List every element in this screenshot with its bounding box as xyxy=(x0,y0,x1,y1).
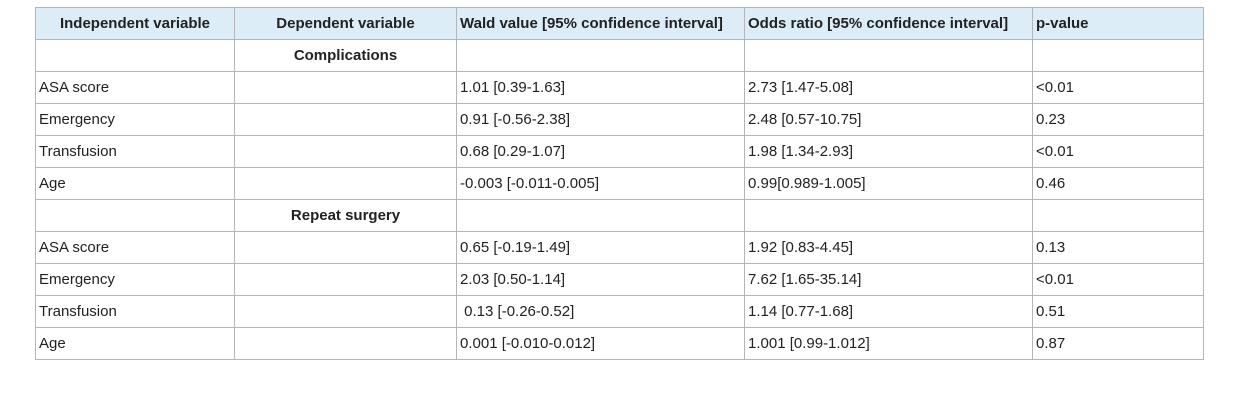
empty-cell xyxy=(234,135,457,168)
wald-cell: 0.68 [0.29-1.07] xyxy=(456,135,745,168)
header-odds-ratio: Odds ratio [95% confidence interval] xyxy=(744,7,1033,40)
empty-cell xyxy=(234,71,457,104)
wald-cell: 1.01 [0.39-1.63] xyxy=(456,71,745,104)
empty-cell xyxy=(234,231,457,264)
empty-cell xyxy=(234,295,457,328)
odds-cell: 1.92 [0.83-4.45] xyxy=(744,231,1033,264)
table-row: Age -0.003 [-0.011-0.005] 0.99[0.989-1.0… xyxy=(35,167,1204,200)
table-row: ASA score 1.01 [0.39-1.63] 2.73 [1.47-5.… xyxy=(35,71,1204,104)
wald-cell: 0.001 [-0.010-0.012] xyxy=(456,327,745,360)
odds-cell: 2.48 [0.57-10.75] xyxy=(744,103,1033,136)
independent-variable-cell: ASA score xyxy=(35,231,235,264)
empty-cell xyxy=(35,199,235,232)
empty-cell xyxy=(35,39,235,72)
table-row: Transfusion 0.13 [-0.26-0.52] 1.14 [0.77… xyxy=(35,295,1204,328)
group-row-complications: Complications xyxy=(35,39,1204,72)
independent-variable-cell: Emergency xyxy=(35,263,235,296)
header-p-value: p-value xyxy=(1032,7,1204,40)
table-row: Transfusion 0.68 [0.29-1.07] 1.98 [1.34-… xyxy=(35,135,1204,168)
independent-variable-cell: Transfusion xyxy=(35,295,235,328)
empty-cell xyxy=(234,263,457,296)
regression-table: Independent variable Dependent variable … xyxy=(35,7,1204,360)
p-value-cell: <0.01 xyxy=(1032,71,1204,104)
odds-cell: 1.001 [0.99-1.012] xyxy=(744,327,1033,360)
odds-cell: 1.14 [0.77-1.68] xyxy=(744,295,1033,328)
independent-variable-cell: Emergency xyxy=(35,103,235,136)
odds-cell: 7.62 [1.65-35.14] xyxy=(744,263,1033,296)
empty-cell xyxy=(744,39,1033,72)
wald-cell: -0.003 [-0.011-0.005] xyxy=(456,167,745,200)
odds-cell: 0.99[0.989-1.005] xyxy=(744,167,1033,200)
header-row: Independent variable Dependent variable … xyxy=(35,7,1204,40)
p-value-cell: 0.13 xyxy=(1032,231,1204,264)
empty-cell xyxy=(1032,199,1204,232)
wald-cell: 2.03 [0.50-1.14] xyxy=(456,263,745,296)
p-value-cell: <0.01 xyxy=(1032,263,1204,296)
empty-cell xyxy=(456,39,745,72)
odds-cell: 1.98 [1.34-2.93] xyxy=(744,135,1033,168)
empty-cell xyxy=(234,167,457,200)
p-value-cell: 0.46 xyxy=(1032,167,1204,200)
wald-cell: 0.13 [-0.26-0.52] xyxy=(456,295,745,328)
group-row-repeat-surgery: Repeat surgery xyxy=(35,199,1204,232)
independent-variable-cell: ASA score xyxy=(35,71,235,104)
group-label: Complications xyxy=(234,39,457,72)
table-row: Age 0.001 [-0.010-0.012] 1.001 [0.99-1.0… xyxy=(35,327,1204,360)
independent-variable-cell: Transfusion xyxy=(35,135,235,168)
empty-cell xyxy=(1032,39,1204,72)
empty-cell xyxy=(744,199,1033,232)
p-value-cell: 0.23 xyxy=(1032,103,1204,136)
p-value-cell: <0.01 xyxy=(1032,135,1204,168)
empty-cell xyxy=(234,327,457,360)
table-row: Emergency 2.03 [0.50-1.14] 7.62 [1.65-35… xyxy=(35,263,1204,296)
empty-cell xyxy=(456,199,745,232)
regression-table-container: Independent variable Dependent variable … xyxy=(35,7,1204,360)
table-row: ASA score 0.65 [-0.19-1.49] 1.92 [0.83-4… xyxy=(35,231,1204,264)
independent-variable-cell: Age xyxy=(35,167,235,200)
wald-cell: 0.65 [-0.19-1.49] xyxy=(456,231,745,264)
p-value-cell: 0.87 xyxy=(1032,327,1204,360)
wald-cell: 0.91 [-0.56-2.38] xyxy=(456,103,745,136)
header-wald-value: Wald value [95% confidence interval] xyxy=(456,7,745,40)
table-row: Emergency 0.91 [-0.56-2.38] 2.48 [0.57-1… xyxy=(35,103,1204,136)
header-independent-variable: Independent variable xyxy=(35,7,235,40)
independent-variable-cell: Age xyxy=(35,327,235,360)
empty-cell xyxy=(234,103,457,136)
header-dependent-variable: Dependent variable xyxy=(234,7,457,40)
odds-cell: 2.73 [1.47-5.08] xyxy=(744,71,1033,104)
p-value-cell: 0.51 xyxy=(1032,295,1204,328)
group-label: Repeat surgery xyxy=(234,199,457,232)
